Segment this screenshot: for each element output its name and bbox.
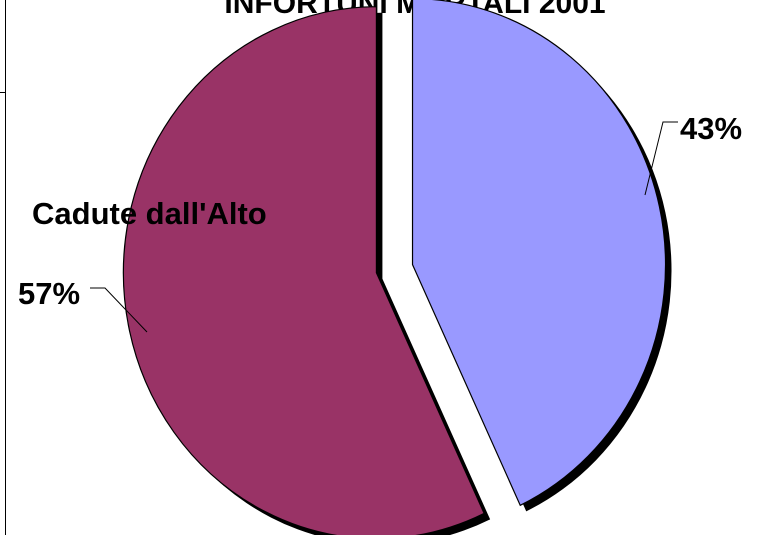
leader-line-43 [644, 121, 678, 196]
pie-slice-43 [411, 0, 667, 507]
leader-line-57 [90, 287, 148, 333]
slice-label-blue-percent: 43% [680, 111, 742, 146]
slice-label-purple-name: Cadute dall'Alto [32, 196, 267, 231]
pie-slices [122, 0, 672, 535]
pie-slice-57 [122, 6, 485, 535]
slice-label-purple-percent: 57% [18, 276, 80, 311]
